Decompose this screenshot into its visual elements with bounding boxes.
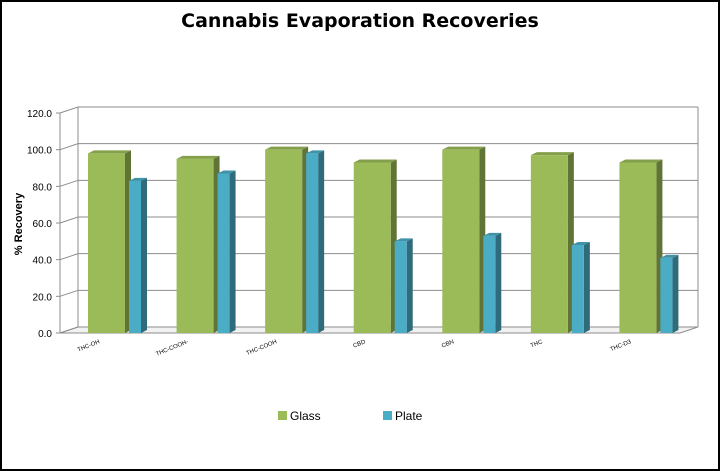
bar-side-plate (229, 170, 236, 333)
legend-swatch-plate (383, 411, 392, 420)
bar-plate-cbd (394, 241, 407, 333)
y-tick-label: 40.0 (33, 256, 53, 267)
legend-label-glass: Glass (290, 409, 321, 423)
bar-glass-thc (530, 155, 568, 333)
y-tick-label: 120.0 (27, 109, 52, 120)
axes (56, 107, 699, 334)
bar-top-plate (483, 232, 502, 236)
y-tick-label: 80.0 (33, 182, 53, 193)
bar-plate-thc-oh (129, 180, 141, 333)
y-tick-label: 0.0 (38, 329, 52, 340)
bar-side-plate (672, 254, 679, 333)
y-tick-labels: 0.0 20.0 40.0 60.0 80.0 100.0 120.0 (27, 109, 52, 340)
bar-glass-cbd (353, 162, 391, 333)
bar-top-glass (176, 155, 220, 159)
x-tick-label: THC-OH (77, 339, 101, 353)
bar-top-plate (306, 150, 325, 154)
bar-glass-cbn (442, 149, 480, 333)
bar-plate-cbn (483, 235, 496, 333)
bar-side-plate (141, 177, 147, 333)
bar-glass-thc-d3 (619, 162, 657, 333)
bar-plate-thc-cooh (306, 153, 319, 333)
bar-glass-thc-cooh (265, 149, 303, 333)
bar-top-glass (530, 152, 574, 156)
bar-top-glass (619, 159, 663, 163)
y-tick-label: 20.0 (33, 292, 53, 303)
bar-side-plate (495, 232, 502, 333)
bar-side-plate (318, 150, 325, 333)
x-tick-label: THC-COOH (246, 339, 278, 357)
bar-top-glass (88, 150, 131, 154)
bar-side-plate (406, 238, 413, 333)
x-tick-label: THC (530, 339, 544, 349)
y-axis-label: % Recovery (13, 192, 25, 255)
bars (88, 146, 679, 333)
y-tick-label: 100.0 (27, 146, 52, 157)
x-tick-label: THC-COOH- (155, 339, 189, 357)
bar-plate-thc-cooh- (217, 173, 230, 333)
chart-title: Cannabis Evaporation Recoveries (181, 10, 539, 32)
bar-top-plate (129, 177, 147, 181)
bar-top-plate (571, 242, 590, 245)
bar-top-plate (394, 238, 413, 242)
x-tick-label: THC-D3 (610, 339, 633, 353)
bar-top-glass (442, 146, 486, 150)
x-tick-labels: THC-OH THC-COOH- THC-COOH CBD CBN THC THC-D3 (77, 339, 633, 358)
legend: Glass Plate (278, 409, 423, 423)
y-tick-label: 60.0 (33, 219, 53, 230)
bar-top-glass (353, 159, 397, 163)
bar-side-plate (583, 242, 590, 333)
x-tick-label: CBN (441, 339, 455, 349)
bar-top-glass (265, 146, 309, 150)
x-tick-label: CBD (352, 339, 367, 350)
bar-glass-thc-cooh- (176, 158, 214, 333)
bar-glass-thc-oh (88, 153, 125, 333)
legend-swatch-glass (278, 411, 287, 420)
legend-label-plate: Plate (395, 409, 423, 423)
bar-top-plate (660, 254, 679, 258)
bar-plate-thc-d3 (660, 257, 673, 333)
bar-plate-thc (571, 245, 584, 333)
bar-top-plate (217, 170, 236, 174)
